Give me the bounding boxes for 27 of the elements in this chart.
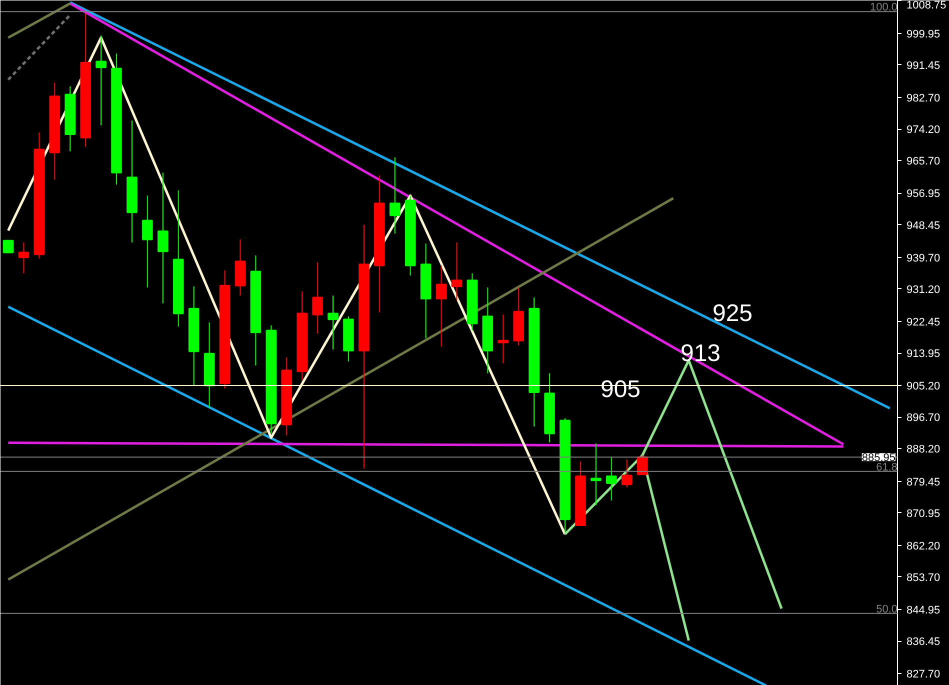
y-tick-label: 836.45 xyxy=(906,636,940,648)
y-tick-label: 991.45 xyxy=(906,60,940,72)
y-tick-label: 879.45 xyxy=(906,476,940,488)
y-tick-label: 922.45 xyxy=(906,316,940,328)
y-tick-label: 974.20 xyxy=(906,124,940,136)
y-tick-label: 844.95 xyxy=(906,604,940,616)
y-tick-label: 1008.75 xyxy=(906,0,946,12)
annotation: 61.8 xyxy=(876,462,898,474)
y-tick-label: 888.20 xyxy=(906,444,940,456)
y-tick-label: 827.70 xyxy=(906,668,940,681)
y-tick-label: 905.20 xyxy=(906,380,940,393)
y-tick-label: 999.95 xyxy=(906,28,940,40)
annotation: 50.0 xyxy=(876,604,898,616)
annotation: 925 xyxy=(712,300,753,327)
y-tick-label: 939.70 xyxy=(906,252,940,264)
annotation: 100.0 xyxy=(870,2,898,14)
y-tick-label: 956.95 xyxy=(906,188,940,200)
y-tick-label: 862.20 xyxy=(906,540,940,552)
y-tick-label: 896.70 xyxy=(906,412,940,424)
y-tick-label: 853.70 xyxy=(906,572,940,584)
y-tick-label: 982.70 xyxy=(906,92,940,105)
y-tick-label: 870.95 xyxy=(906,508,940,520)
y-tick-label: 948.45 xyxy=(906,220,940,232)
y-tick-label: 965.70 xyxy=(906,156,940,168)
y-tick-label: 913.95 xyxy=(906,348,940,360)
y-tick-label: 931.20 xyxy=(906,284,940,296)
annotation: 913 xyxy=(680,340,721,367)
